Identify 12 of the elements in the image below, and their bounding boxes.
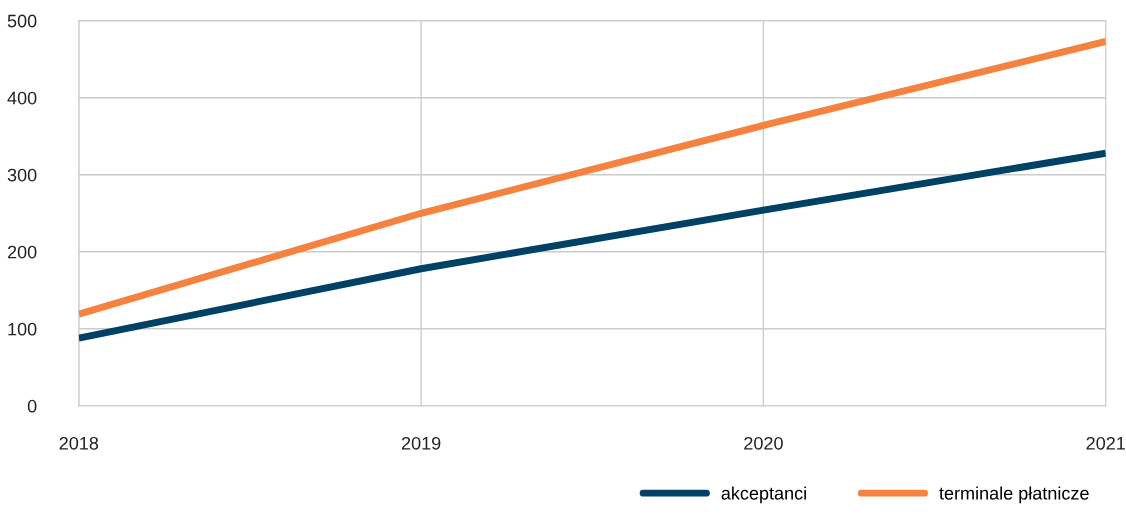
- y-tick-label: 500: [7, 14, 37, 28]
- y-tick-label: 300: [7, 168, 37, 182]
- y-tick-label: 200: [7, 245, 37, 259]
- y-tick-label: 0: [27, 399, 37, 413]
- x-tick-label: 2020: [744, 436, 783, 450]
- y-tick-label: 100: [8, 322, 37, 336]
- legend-label: terminale płatnicze: [939, 486, 1089, 504]
- x-tick-label: 2021: [1086, 436, 1125, 450]
- y-tick-label: 400: [7, 91, 37, 105]
- legend-label: akceptanci: [721, 486, 806, 504]
- x-tick-label: 2019: [401, 436, 441, 450]
- x-tick-label: 2018: [59, 436, 99, 450]
